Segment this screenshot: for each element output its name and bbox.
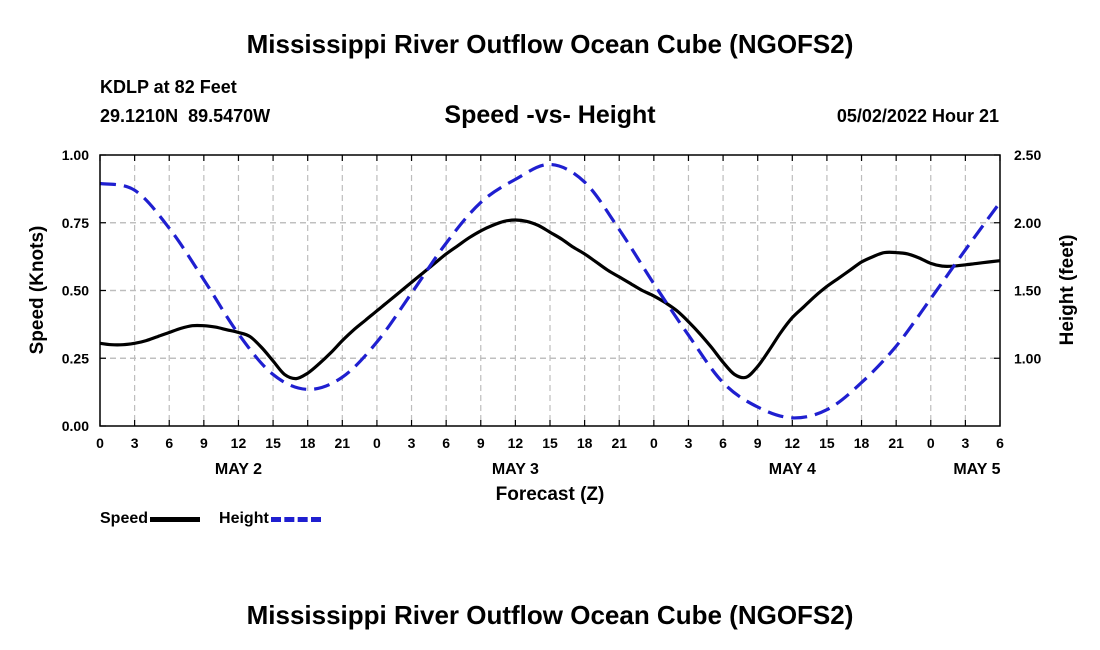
coordinates-label: 29.1210N 89.5470W: [100, 106, 271, 126]
x-tick-label: 3: [131, 435, 139, 451]
grid-lines: [100, 155, 1000, 426]
series-lines: [99, 162, 1002, 420]
x-tick-label: 18: [300, 435, 316, 451]
legend-height-swatch: [270, 516, 321, 522]
axis-labels: 0 3 6 9 12 15 18 21 0 3 6 9 12 15 18 21 0 3 6 9 12 15 18 21 0 3 6 0…: [62, 147, 1042, 478]
x-tick-label: 9: [754, 435, 762, 451]
y2-axis-title: Height (feet): [1057, 235, 1078, 346]
x-tick-label: 9: [477, 435, 485, 451]
x-tick-label: 6: [442, 435, 450, 451]
day-label: MAY 5: [953, 461, 1000, 478]
x-axis-title: Forecast (Z): [496, 484, 605, 505]
y2-tick-label: 1.50: [1014, 283, 1041, 299]
y-tick-label: 0.25: [62, 350, 89, 366]
x-tick-label: 18: [577, 435, 593, 451]
day-label: MAY 2: [215, 461, 262, 478]
x-tick-label: 0: [650, 435, 658, 451]
legend-speed-swatch: [150, 516, 201, 522]
day-label: MAY 3: [492, 461, 539, 478]
x-tick-label: 15: [265, 435, 281, 451]
forecast-datetime: 05/02/2022 Hour 21: [836, 106, 999, 126]
x-tick-label: 15: [819, 435, 835, 451]
x-tick-label: 21: [611, 435, 627, 451]
x-tick-label: 3: [408, 435, 416, 451]
footer-title: Mississippi River Outflow Ocean Cube (NG…: [246, 600, 854, 630]
y-axis-title: Speed (Knots): [27, 226, 48, 355]
x-tick-label: 6: [996, 435, 1004, 451]
x-tick-label: 3: [685, 435, 693, 451]
station-label: KDLP at 82 Feet: [100, 77, 237, 97]
y2-tick-label: 2.50: [1014, 147, 1041, 163]
y-tick-label: 0.50: [62, 283, 89, 299]
height-series-line: [99, 162, 1002, 420]
y2-tick-label: 1.00: [1014, 350, 1041, 366]
x-tick-label: 6: [165, 435, 173, 451]
legend-height-label: Height: [219, 510, 269, 527]
y-tick-label: 0.00: [62, 418, 89, 434]
y-tick-label: 1.00: [62, 147, 89, 163]
x-tick-label: 12: [785, 435, 801, 451]
x-tick-label: 21: [335, 435, 351, 451]
day-label: MAY 4: [769, 461, 816, 478]
y2-tick-label: 2.00: [1014, 215, 1041, 231]
x-tick-label: 9: [200, 435, 208, 451]
x-tick-label: 0: [927, 435, 935, 451]
x-tick-label: 12: [231, 435, 247, 451]
x-tick-label: 0: [96, 435, 104, 451]
x-tick-label: 21: [888, 435, 904, 451]
chart-title: Mississippi River Outflow Ocean Cube (NG…: [246, 29, 854, 59]
x-tick-label: 6: [719, 435, 727, 451]
legend: Speed Height: [100, 510, 321, 528]
x-tick-label: 18: [854, 435, 870, 451]
chart-subtitle: Speed -vs- Height: [444, 101, 656, 129]
legend-speed-label: Speed: [100, 510, 149, 527]
axis-ticks: [99, 154, 1001, 427]
x-tick-label: 15: [542, 435, 558, 451]
x-tick-label: 3: [961, 435, 969, 451]
x-tick-label: 12: [508, 435, 524, 451]
y-tick-label: 0.75: [62, 215, 89, 231]
x-tick-label: 0: [373, 435, 381, 451]
speed-series-line: [99, 218, 1001, 381]
